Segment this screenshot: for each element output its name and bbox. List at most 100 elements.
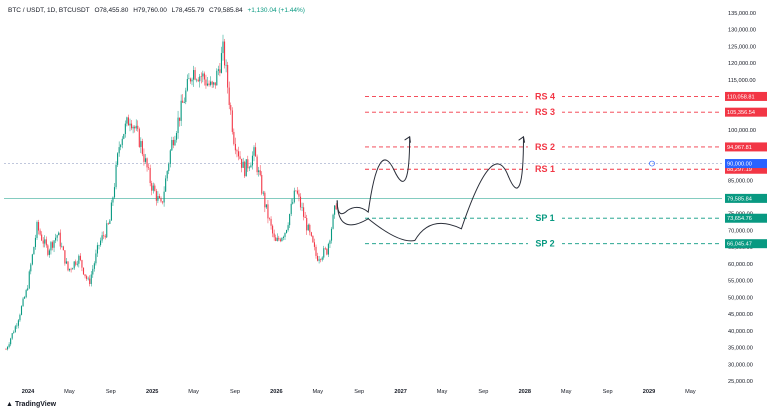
candle-body <box>287 225 289 231</box>
candle-body <box>224 41 226 66</box>
candle-body <box>34 237 36 247</box>
level-price-tag: 94,967.81 <box>727 145 752 151</box>
level-label-bg <box>528 238 562 249</box>
candle-body <box>259 170 261 176</box>
candle-body <box>293 190 295 203</box>
candle-body <box>324 248 326 249</box>
candle-body <box>140 141 142 147</box>
candle-body <box>313 242 315 247</box>
y-tick-label: 120,000.00 <box>728 61 756 67</box>
y-tick-label: 130,000.00 <box>728 28 756 34</box>
candle-body <box>185 90 187 102</box>
y-tick-label: 35,000.00 <box>728 346 753 352</box>
candle-body <box>208 83 210 85</box>
candle-body <box>256 156 258 173</box>
candle-body <box>196 79 198 81</box>
candle-body <box>202 73 204 77</box>
candle-body <box>183 101 185 103</box>
candle-body <box>321 257 323 260</box>
candle-body <box>98 245 100 246</box>
horizontal-line-price-tag-bg <box>725 159 767 169</box>
chart-header: BTC / USDT, 1D, BTCUSDT O78,455.80 H79,7… <box>8 7 308 14</box>
level-price-tag: 88,297.19 <box>727 167 752 173</box>
candle-body <box>118 147 120 154</box>
candle-body <box>276 237 278 241</box>
candle-body <box>89 278 91 284</box>
candle-body <box>78 255 80 264</box>
candle-body <box>107 223 109 224</box>
candle-body <box>264 192 266 208</box>
candle-body <box>84 274 86 277</box>
candle-body <box>16 325 18 327</box>
last-price-tag-bg <box>725 193 767 203</box>
candle-body <box>135 125 137 129</box>
candle-body <box>76 263 78 265</box>
candle-body <box>64 250 66 264</box>
high-value: H79,760.00 <box>133 7 167 14</box>
candle-body <box>318 259 320 261</box>
candle-body <box>39 230 41 235</box>
candle-body <box>146 158 148 168</box>
candle-body <box>281 237 283 242</box>
candle-body <box>295 190 297 192</box>
candle-body <box>236 150 238 152</box>
candle-body <box>270 218 272 226</box>
candle-body <box>262 192 264 194</box>
candle-body <box>112 197 114 203</box>
candle-body <box>165 178 167 192</box>
candle-body <box>299 196 302 208</box>
tradingview-logo[interactable]: ▲ TradingView <box>6 401 56 408</box>
level-label-bg <box>528 213 562 224</box>
candle-body <box>334 205 336 215</box>
level-label-bg <box>528 141 562 152</box>
candle-body <box>248 167 250 169</box>
candle-body <box>326 248 328 255</box>
level-price-tag-bg <box>725 142 767 152</box>
candle-body <box>320 259 322 260</box>
candle-body <box>189 78 191 82</box>
candle-body <box>121 138 123 145</box>
candle-body <box>200 76 202 77</box>
projection-path-1 <box>336 136 411 215</box>
candle-body <box>152 185 154 191</box>
level-label: SP 2 <box>535 239 554 249</box>
candle-body <box>286 230 288 233</box>
candle-body <box>179 117 181 121</box>
candle-body <box>304 216 306 219</box>
y-tick-label: 60,000.00 <box>728 262 753 268</box>
candle-body <box>171 139 173 151</box>
candle-body <box>158 196 160 199</box>
candle-body <box>267 204 269 219</box>
y-tick-label: 100,000.00 <box>728 128 756 134</box>
candle-body <box>227 64 229 88</box>
candle-body <box>160 198 162 202</box>
candle-body <box>306 218 308 231</box>
y-tick-label: 25,000.00 <box>728 379 753 385</box>
candle-body <box>157 196 159 201</box>
candle-body <box>298 193 300 197</box>
x-tick-label: 2025 <box>146 389 158 395</box>
level-label: RS 3 <box>535 107 555 117</box>
candle-body <box>323 248 325 258</box>
candle-body <box>275 237 277 241</box>
candle-body <box>309 224 311 233</box>
y-tick-label: 115,000.00 <box>728 78 756 84</box>
projection-arrowhead-1 <box>404 135 411 143</box>
candle-body <box>310 232 312 236</box>
candle-body <box>8 344 10 347</box>
candle-body <box>279 239 281 242</box>
candle-body <box>175 133 178 140</box>
candle-body <box>104 235 106 238</box>
candle-body <box>172 139 174 146</box>
candle-body <box>247 159 249 169</box>
candle-body <box>30 264 32 272</box>
candle-body <box>124 123 126 135</box>
candle-body <box>180 100 182 121</box>
horizontal-line-price-tag: 90,000.00 <box>727 162 752 168</box>
candle-body <box>284 232 286 237</box>
change-value: +1,130.04 (+1.44%) <box>247 7 305 14</box>
candle-body <box>79 255 81 261</box>
candle-body <box>44 239 46 244</box>
candle-body <box>203 73 205 80</box>
